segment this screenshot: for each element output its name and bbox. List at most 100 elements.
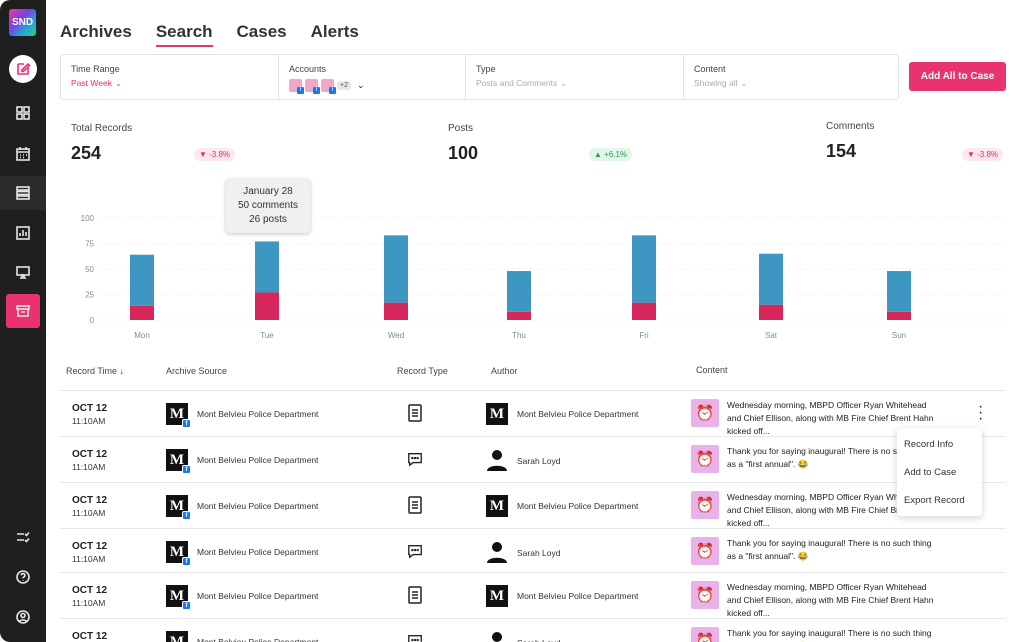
source-name: Mont Belvieu Police Department — [197, 547, 319, 557]
accounts-filter[interactable]: Accounts f f f +2 ⌄ — [279, 55, 466, 99]
tab-search[interactable]: Search — [155, 22, 213, 47]
content-cell[interactable]: ⏰ Thank you for saying inaugural! There i… — [691, 627, 935, 642]
tab-cases[interactable]: Cases — [236, 22, 287, 41]
change-value: -3.8% — [977, 150, 999, 159]
header-content[interactable]: Content — [696, 365, 728, 375]
help-icon[interactable] — [8, 562, 38, 592]
tab-archives[interactable]: Archives — [60, 22, 132, 41]
bar-segment[interactable] — [130, 254, 154, 306]
archive-source-cell[interactable]: Mf Mont Belvieu Police Department — [166, 631, 318, 642]
stat-label: Total Records — [71, 123, 133, 134]
bar-segment[interactable] — [759, 304, 783, 320]
bar-segment[interactable] — [887, 271, 911, 312]
record-date: OCT 12 — [72, 403, 108, 414]
content-label: Content — [694, 64, 726, 74]
content-text: Wednesday morning, MBPD Officer Ryan Whi… — [727, 582, 934, 618]
bar-segment[interactable] — [130, 305, 154, 320]
record-date: OCT 12 — [72, 585, 108, 596]
compose-icon[interactable] — [9, 55, 37, 83]
author-cell[interactable]: Sarah Loyd — [486, 541, 560, 565]
add-all-to-case-button[interactable]: Add All to Case — [909, 62, 1006, 91]
content-value[interactable]: Showing all ⌄ — [694, 78, 888, 88]
chevron-down-icon: ⌄ — [114, 79, 122, 88]
type-value[interactable]: Posts and Comments ⌄ — [476, 78, 673, 88]
bar-segment[interactable] — [632, 235, 656, 303]
record-type-cell — [407, 586, 423, 609]
page-avatar: M — [486, 403, 508, 425]
content-cell[interactable]: ⏰ Thank you for saying inaugural! There i… — [691, 445, 935, 473]
list-icon[interactable] — [0, 176, 46, 210]
content-thumbnail: ⏰ — [691, 399, 719, 427]
alarm-clock-icon: ⏰ — [695, 497, 715, 514]
stat-value: 154 — [826, 141, 857, 161]
bar-segment[interactable] — [507, 311, 531, 320]
content-filter[interactable]: Content Showing all ⌄ — [684, 55, 898, 99]
time-range-filter[interactable]: Time Range Past Week ⌄ — [61, 55, 279, 99]
bar-segment[interactable] — [255, 241, 279, 293]
bar-segment[interactable] — [887, 311, 911, 320]
bar-segment[interactable] — [507, 271, 531, 312]
y-tick-label: 75 — [85, 240, 94, 249]
content-cell[interactable]: ⏰ Wednesday morning, MBPD Officer Ryan Wh… — [691, 491, 935, 530]
author-cell[interactable]: M Mont Belvieu Police Department — [486, 585, 638, 607]
person-icon — [486, 541, 508, 565]
alarm-clock-icon: ⏰ — [695, 633, 715, 642]
content-cell[interactable]: ⏰ Wednesday morning, MBPD Officer Ryan Wh… — [691, 581, 935, 620]
bar-segment[interactable] — [384, 235, 408, 303]
analytics-icon[interactable] — [8, 218, 38, 248]
record-type-cell — [407, 542, 423, 565]
record-type-cell — [407, 496, 423, 519]
header-author[interactable]: Author — [491, 366, 518, 376]
header-record-time[interactable]: Record Time ↓ — [66, 366, 125, 376]
accounts-avatars[interactable]: f f f +2 ⌄ — [289, 79, 455, 94]
source-name: Mont Belvieu Police Department — [197, 409, 319, 419]
time-range-value[interactable]: Past Week ⌄ — [71, 78, 268, 88]
source-name: Mont Belvieu Police Department — [197, 455, 319, 465]
record-time: 11:10AM — [72, 462, 106, 472]
chevron-down-icon: ⌄ — [560, 79, 567, 88]
more-options-icon[interactable]: · · · — [978, 398, 984, 427]
calendar-icon[interactable] — [8, 139, 38, 169]
author-cell[interactable]: M Mont Belvieu Police Department — [486, 403, 638, 425]
type-filter[interactable]: Type Posts and Comments ⌄ — [466, 55, 684, 99]
content-text: Thank you for saying inaugural! There is… — [727, 628, 932, 642]
bar-segment[interactable] — [632, 302, 656, 320]
content-cell[interactable]: ⏰ Thank you for saying inaugural! There i… — [691, 537, 935, 565]
content-thumbnail: ⏰ — [691, 537, 719, 565]
bar-segment[interactable] — [759, 253, 783, 305]
author-cell[interactable]: M Mont Belvieu Police Department — [486, 495, 638, 517]
menu-add-to-case[interactable]: Add to Case — [904, 467, 957, 478]
author-cell[interactable]: Sarah Loyd — [486, 449, 560, 473]
record-date: OCT 12 — [72, 449, 108, 460]
tab-alerts[interactable]: Alerts — [310, 22, 359, 41]
archive-icon[interactable] — [6, 294, 40, 328]
menu-record-info[interactable]: Record Info — [904, 439, 954, 450]
header-archive-source[interactable]: Archive Source — [166, 366, 228, 376]
app-logo[interactable]: SND — [9, 9, 36, 36]
record-time: 11:10AM — [72, 598, 106, 608]
menu-export-record[interactable]: Export Record — [904, 495, 965, 506]
content-cell[interactable]: ⏰ Wednesday morning, MBPD Officer Ryan Wh… — [691, 399, 935, 438]
facebook-icon: f — [297, 87, 304, 94]
monitor-icon[interactable] — [8, 257, 38, 287]
header-record-type[interactable]: Record Type — [397, 366, 448, 376]
tasks-icon[interactable] — [8, 522, 38, 552]
chevron-down-icon[interactable]: ⌄ — [356, 80, 365, 90]
profile-icon[interactable] — [8, 602, 38, 632]
dashboard-icon[interactable] — [8, 98, 38, 128]
bar-segment[interactable] — [384, 302, 408, 320]
author-cell[interactable]: Sarah Loyd — [486, 631, 560, 642]
bar-segment[interactable] — [255, 292, 279, 320]
